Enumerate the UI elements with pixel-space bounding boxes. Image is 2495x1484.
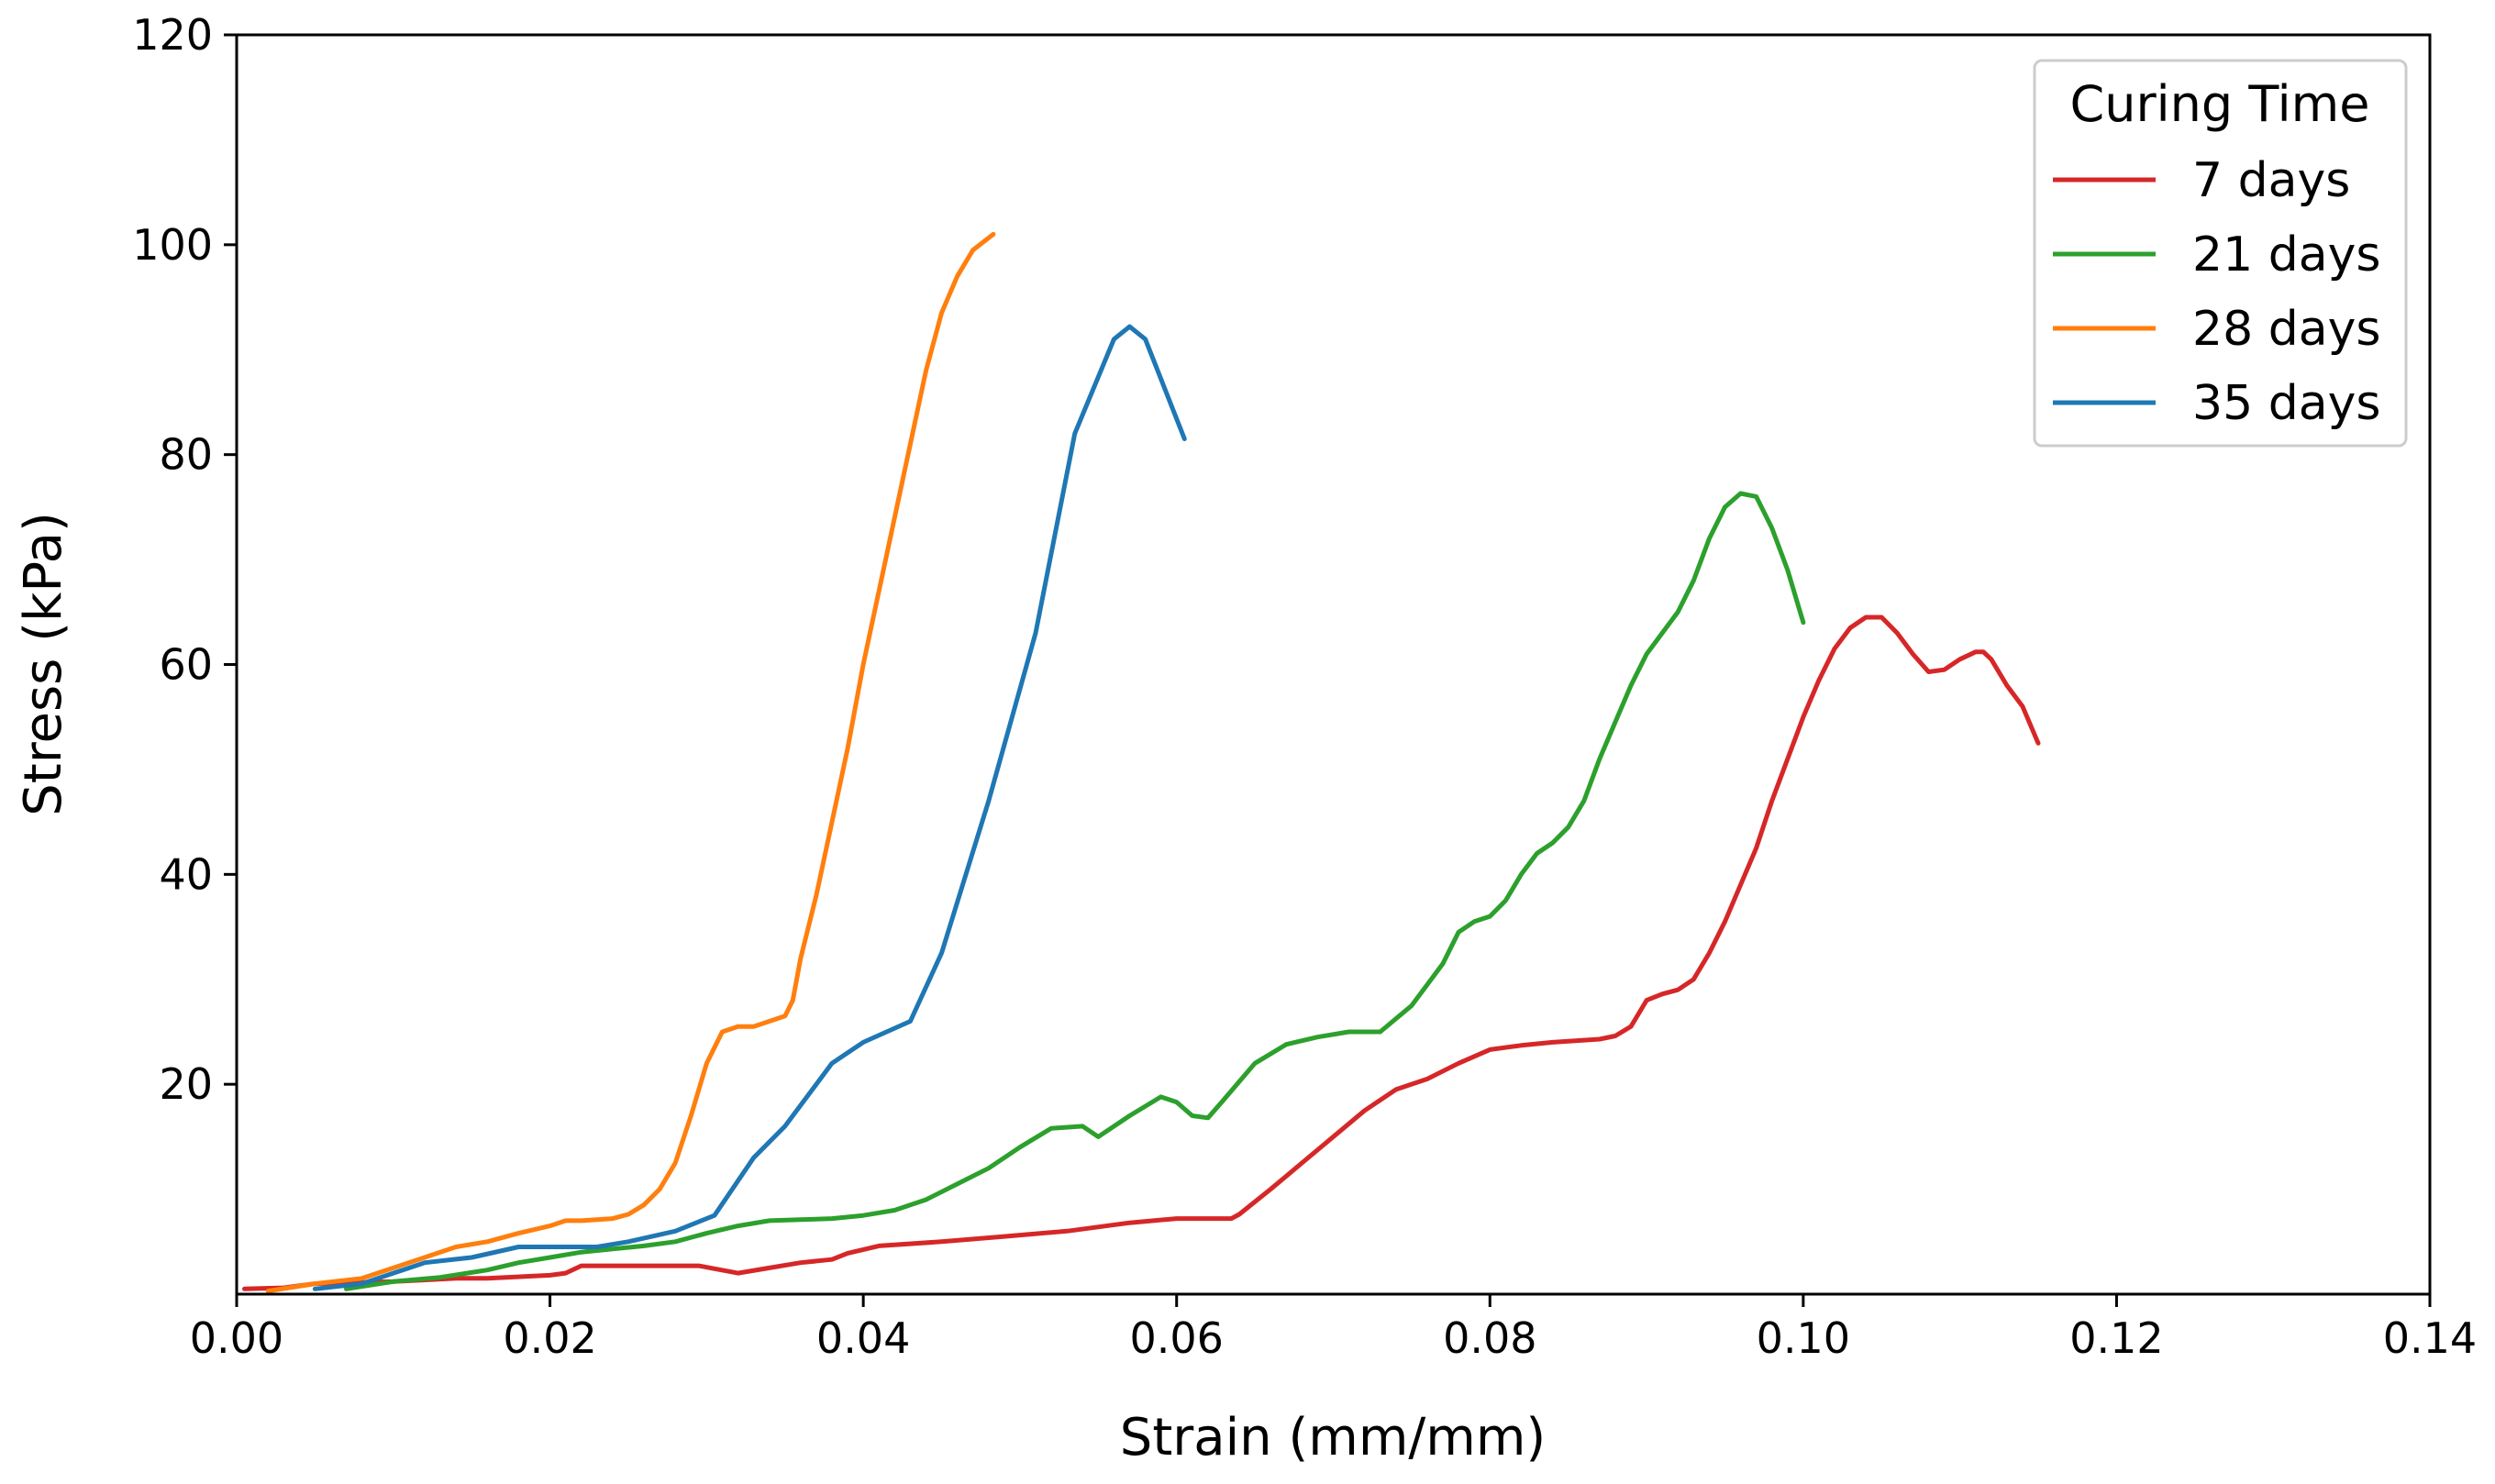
series-line-21-days [344, 491, 1806, 1291]
legend-label: 7 days [2192, 153, 2350, 208]
legend-label: 35 days [2192, 376, 2380, 431]
legend-items: 7 days 21 days 28 days 35 days [2053, 153, 2380, 431]
y-tick-label: 60 [159, 640, 213, 690]
legend-label: 28 days [2192, 302, 2380, 357]
x-tick-label: 0.04 [816, 1313, 910, 1363]
series-layer [242, 231, 2041, 1294]
y-tick-label: 120 [132, 10, 213, 60]
x-tick-label: 0.12 [2069, 1313, 2163, 1363]
series-line-35-days [312, 324, 1187, 1291]
legend-label: 21 days [2192, 227, 2380, 282]
x-tick-label: 0.02 [503, 1313, 596, 1363]
y-tick-label: 20 [159, 1059, 213, 1109]
x-tick-label: 0.14 [2383, 1313, 2477, 1363]
y-tick-label: 40 [159, 849, 213, 899]
y-tick-label: 80 [159, 430, 213, 480]
series-line-28-days [265, 231, 996, 1294]
x-tick-label: 0.00 [190, 1313, 283, 1363]
y-axis-ticks: 20 40 60 80 100 120 [132, 10, 237, 1109]
x-tick-label: 0.08 [1443, 1313, 1536, 1363]
legend: Curing Time 7 days 21 days 28 days 35 days [2033, 59, 2408, 448]
y-tick-label: 100 [132, 220, 213, 270]
legend-title: Curing Time [2070, 75, 2370, 133]
x-tick-label: 0.06 [1130, 1313, 1224, 1363]
series-line-7-days [242, 615, 2041, 1291]
y-axis-title: Stress (kPa) [14, 512, 73, 816]
x-axis-title: Strain (mm/mm) [1120, 1408, 1546, 1467]
x-tick-label: 0.10 [1757, 1313, 1850, 1363]
legend-box [2033, 59, 2408, 448]
x-axis-ticks: 0.00 0.02 0.04 0.06 0.08 0.10 0.12 0.14 [190, 1294, 2477, 1363]
